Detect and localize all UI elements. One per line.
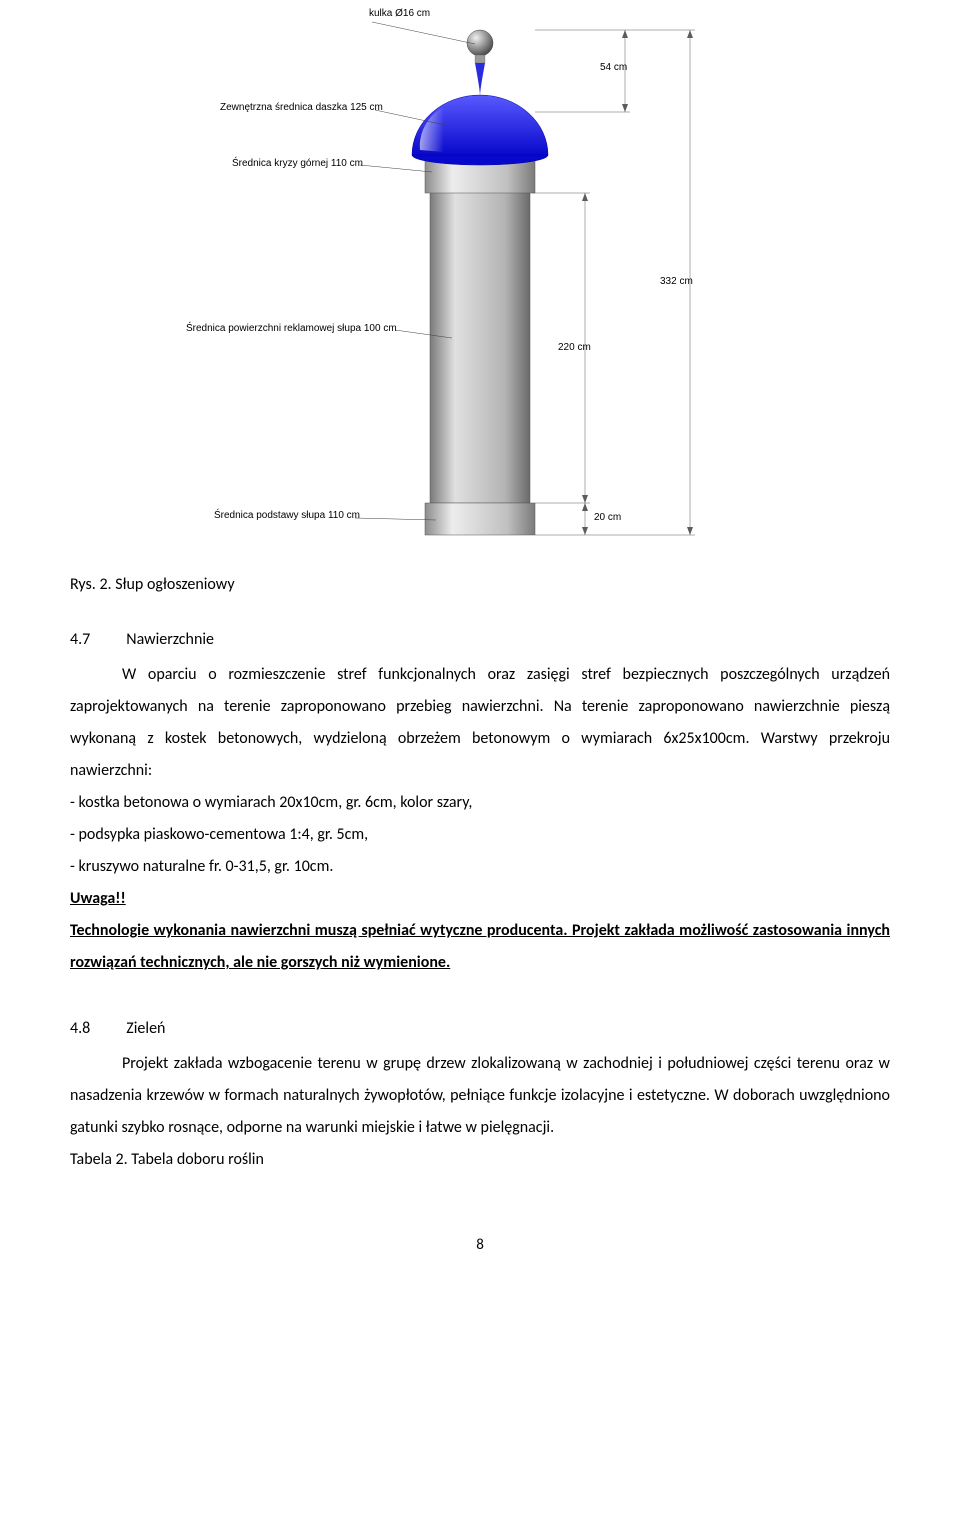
warning-body: Technologie wykonania nawierzchni muszą …: [70, 915, 890, 979]
section-48-num: 4.8: [70, 1019, 90, 1038]
dim-54: 54 cm: [600, 62, 627, 73]
page-number: 8: [70, 1236, 890, 1254]
warning-heading: Uwaga!!: [70, 883, 890, 915]
layer-3: - kruszywo naturalne fr. 0-31,5, gr. 10c…: [70, 851, 890, 883]
label-powierzchnia: Średnica powierzchni reklamowej słupa 10…: [186, 323, 397, 334]
para-48-body: Projekt zakłada wzbogacenie terenu w gru…: [70, 1048, 890, 1144]
pillar-diagram: kulka Ø16 cm Zewnętrzna średnica daszka …: [220, 0, 740, 555]
dim-20: 20 cm: [594, 512, 621, 523]
dim-332: 332 cm: [660, 276, 693, 287]
section-47-heading: 4.7 Nawierzchnie: [70, 630, 890, 649]
para-47-intro: W oparciu o rozmieszczenie stref funkcjo…: [70, 659, 890, 787]
dim-220: 220 cm: [558, 342, 591, 353]
table-2-title: Tabela 2. Tabela doboru roślin: [70, 1144, 890, 1176]
section-48-title: Zieleń: [126, 1019, 165, 1038]
label-kryza: Średnica kryzy górnej 110 cm: [232, 158, 363, 169]
label-podstawa: Średnica podstawy słupa 110 cm: [214, 510, 360, 521]
layer-1: - kostka betonowa o wymiarach 20x10cm, g…: [70, 787, 890, 819]
label-zewnetrzna: Zewnętrzna średnica daszka 125 cm: [220, 102, 383, 113]
section-47-num: 4.7: [70, 630, 90, 649]
section-48-heading: 4.8 Zieleń: [70, 1019, 890, 1038]
label-kulka: kulka Ø16 cm: [369, 8, 430, 19]
layer-2: - podsypka piaskowo-cementowa 1:4, gr. 5…: [70, 819, 890, 851]
section-47-title: Nawierzchnie: [126, 630, 214, 649]
figure-caption: Rys. 2. Słup ogłoszeniowy: [70, 575, 890, 594]
